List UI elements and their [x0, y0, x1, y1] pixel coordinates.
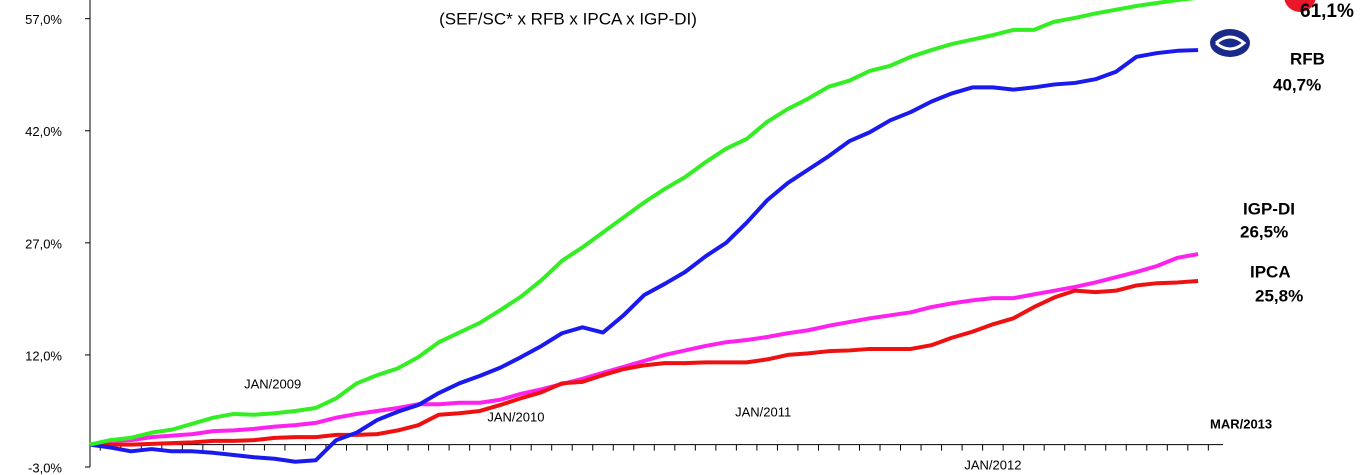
logo	[1284, 0, 1316, 12]
y-tick-label: 27,0%	[25, 236, 62, 251]
y-tick-label: 57,0%	[25, 12, 62, 27]
x-tick-label: MAR/2013	[1210, 416, 1272, 431]
series-line	[90, 278, 1199, 447]
x-tick-label: JAN/2012	[964, 457, 1021, 472]
annotation: 25,8%	[1255, 286, 1303, 305]
annotation: 61,1%	[1300, 1, 1354, 22]
series-line	[89, 48, 1199, 464]
annotation: 40,7%	[1273, 75, 1321, 94]
x-tick-label: JAN/2010	[487, 409, 544, 424]
annotation: 26,5%	[1240, 222, 1288, 241]
series-label: IPCA	[1250, 262, 1291, 281]
y-tick-label: 42,0%	[25, 124, 62, 139]
series-line	[89, 252, 1199, 447]
y-tick-label: -3,0%	[28, 460, 62, 475]
series-line	[89, 0, 1196, 447]
series-label: IGP-DI	[1243, 199, 1295, 218]
y-tick-label: 12,0%	[25, 348, 62, 363]
x-tick-label: JAN/2009	[244, 376, 301, 391]
series-label: RFB	[1290, 49, 1325, 68]
rfb-logo	[1210, 29, 1250, 57]
x-tick-label: JAN/2011	[735, 404, 791, 419]
chart-subtitle: (SEF/SC* x RFB x IPCA x IGP-DI)	[439, 9, 697, 28]
